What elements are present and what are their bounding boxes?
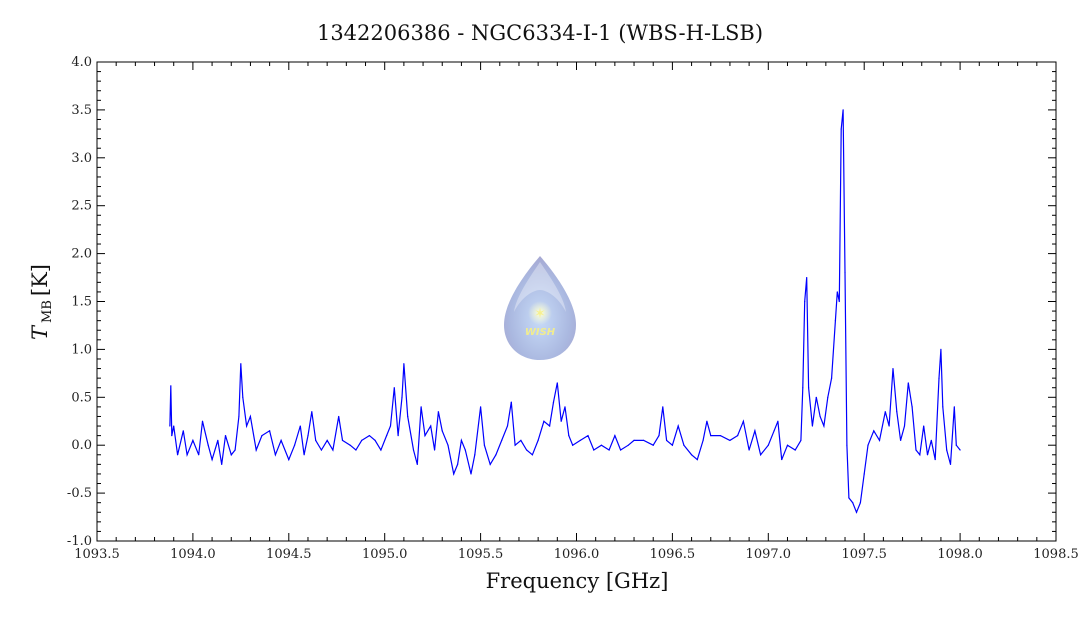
logo-text: WISH [525,327,556,338]
x-tick-label: 1093.5 [74,547,120,562]
y-tick-label: 1.0 [71,342,92,357]
x-tick-label: 1097.0 [746,547,792,562]
wish-logo: ✶ WISH [504,256,576,360]
y-tick-label: 4.0 [71,55,92,70]
x-tick-label: 1096.5 [650,547,696,562]
star-glow-icon [528,301,552,325]
y-label-sub: MB [40,300,55,323]
x-tick-label: 1094.0 [170,547,216,562]
axes [96,61,1057,542]
x-tick-label: 1095.0 [362,547,408,562]
y-tick-label: -1.0 [67,534,92,549]
y-tick-label: 2.5 [71,199,92,214]
y-label-unit: [K] [28,264,52,296]
y-tick-label: 3.0 [71,151,92,166]
drop-highlight [514,262,566,312]
x-tick-label: 1094.5 [266,547,312,562]
spectrum-line [169,109,961,514]
x-tick-label: 1095.5 [458,547,504,562]
plot-frame [96,61,1057,542]
y-tick-label: 2.0 [71,247,92,262]
x-tick-label: 1098.0 [937,547,983,562]
y-tick-label: -0.5 [67,486,92,501]
x-tick-label: 1096.0 [554,547,600,562]
y-tick-labels: -1.0 -0.5 0.0 0.5 1.0 1.5 2.0 2.5 3.0 3.5 4.0 [67,55,92,549]
y-label-main: T [28,324,52,340]
chart-title: 1342206386 - NGC6334-I-1 (WBS-H-LSB) [317,21,763,45]
x-tick-label: 1098.5 [1033,547,1079,562]
y-axis-label: TMB [K] [28,264,55,340]
y-axis-label-text: TMB [K] [28,264,55,340]
x-tick-labels: 1093.5 1094.0 1094.5 1095.0 1095.5 1096.0 1096… [74,547,1079,562]
y-tick-label: 1.5 [71,295,92,310]
star-icon: ✶ [534,306,546,322]
y-tick-label: 0.0 [71,438,92,453]
x-tick-label: 1097.5 [841,547,887,562]
y-tick-label: 0.5 [71,390,92,405]
x-axis-label: Frequency [GHz] [486,569,669,593]
y-tick-label: 3.5 [71,103,92,118]
